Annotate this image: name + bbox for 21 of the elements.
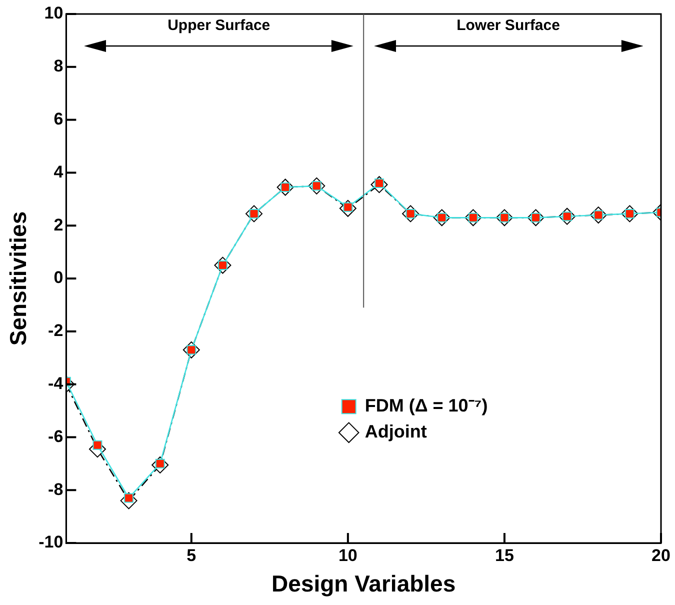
x-axis-title: Design Variables — [272, 570, 456, 597]
y-tick-label: -4 — [48, 374, 64, 393]
x-tick-label: 20 — [652, 546, 670, 565]
y-tick-label: -6 — [48, 426, 64, 446]
y-tick-label: -2 — [48, 321, 64, 340]
legend-label: FDM (Δ = 10⁻⁷) — [364, 396, 488, 416]
x-tick-label: 5 — [186, 546, 196, 565]
y-tick-label: 8 — [54, 56, 64, 76]
y-tick-label: 0 — [54, 268, 64, 288]
x-tick-label: 10 — [338, 546, 358, 565]
y-axis-title: Sensitivities — [5, 211, 32, 346]
annotation: Upper Surface — [168, 17, 270, 34]
y-tick-label: -10 — [38, 532, 64, 552]
annotation: Lower Surface — [456, 17, 560, 34]
y-tick-label: -8 — [48, 480, 64, 499]
legend-label: Adjoint — [364, 422, 427, 442]
x-tick-label: 15 — [495, 546, 514, 565]
y-tick-label: 2 — [54, 215, 64, 234]
y-tick-label: 10 — [44, 4, 64, 23]
y-tick-label: 6 — [54, 109, 64, 128]
y-tick-label: 4 — [54, 162, 64, 182]
